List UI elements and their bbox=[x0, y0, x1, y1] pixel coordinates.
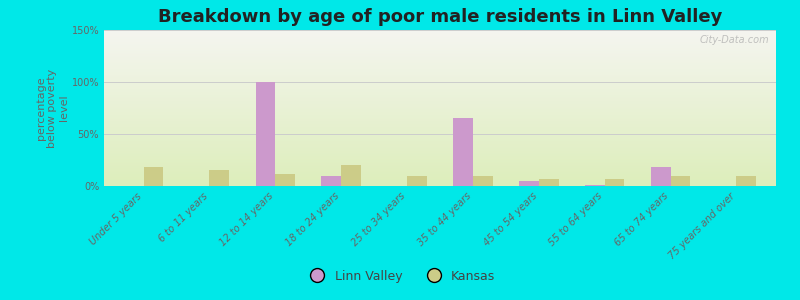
Bar bbox=[407, 176, 427, 186]
Bar bbox=[341, 165, 361, 186]
Title: Breakdown by age of poor male residents in Linn Valley: Breakdown by age of poor male residents … bbox=[158, 8, 722, 26]
Bar bbox=[322, 176, 341, 186]
Bar bbox=[453, 118, 473, 186]
Bar bbox=[473, 176, 493, 186]
Bar bbox=[210, 170, 229, 186]
Y-axis label: percentage
below poverty
level: percentage below poverty level bbox=[35, 68, 69, 148]
Bar bbox=[143, 167, 163, 186]
Bar bbox=[585, 185, 605, 186]
Legend: Linn Valley, Kansas: Linn Valley, Kansas bbox=[300, 265, 500, 288]
Bar bbox=[519, 181, 539, 186]
Bar bbox=[737, 176, 756, 186]
Bar bbox=[651, 167, 670, 186]
Text: City-Data.com: City-Data.com bbox=[700, 35, 770, 45]
Bar bbox=[670, 176, 690, 186]
Bar bbox=[539, 179, 558, 186]
Bar bbox=[255, 82, 275, 186]
Bar bbox=[605, 179, 625, 186]
Bar bbox=[275, 173, 295, 186]
